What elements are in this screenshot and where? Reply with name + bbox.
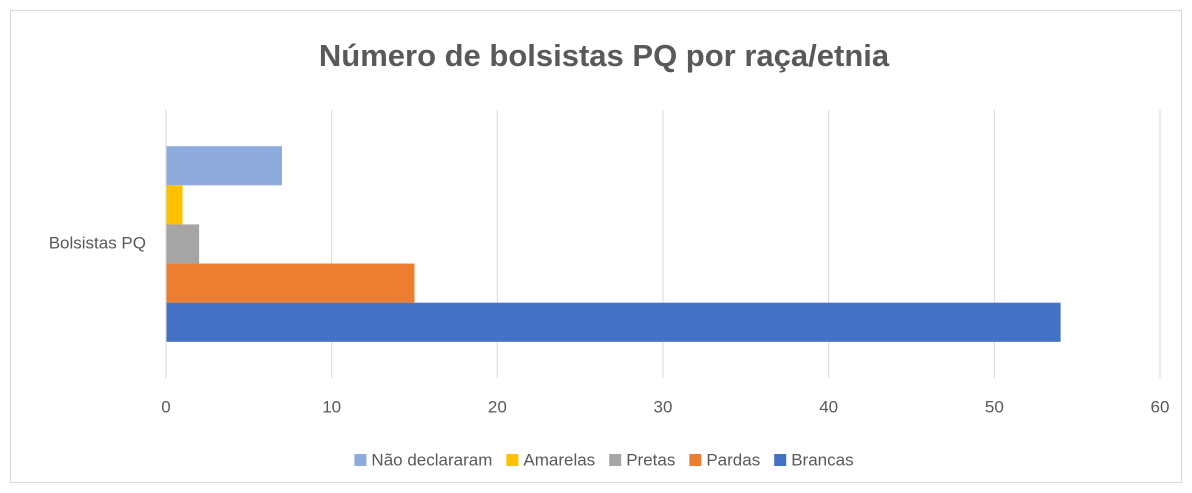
bar (166, 263, 415, 303)
legend-swatch (609, 454, 622, 466)
legend-swatch (506, 454, 519, 466)
x-tick-label: 60 (1151, 397, 1170, 416)
bar (166, 146, 282, 186)
x-tick-label: 50 (985, 397, 1004, 416)
legend-label: Pardas (706, 450, 760, 469)
legend-swatch (689, 454, 702, 466)
x-tick-label: 20 (488, 397, 507, 416)
y-tick-label: Bolsistas PQ (49, 233, 146, 252)
bar (166, 185, 183, 225)
legend-label: Amarelas (523, 450, 595, 469)
chart-frame (10, 10, 1182, 483)
legend-label: Brancas (791, 450, 853, 469)
bar (166, 224, 200, 264)
x-tick-label: 10 (322, 397, 341, 416)
legend-label: Não declararam (371, 450, 492, 469)
x-tick-label: 0 (161, 397, 170, 416)
legend-label: Pretas (626, 450, 675, 469)
x-tick-label: 30 (654, 397, 673, 416)
x-tick-label: 40 (819, 397, 838, 416)
legend-swatch (774, 454, 787, 466)
bar (166, 302, 1061, 342)
chart-title: Número de bolsistas PQ por raça/etnia (319, 38, 890, 73)
legend-swatch (354, 454, 367, 466)
